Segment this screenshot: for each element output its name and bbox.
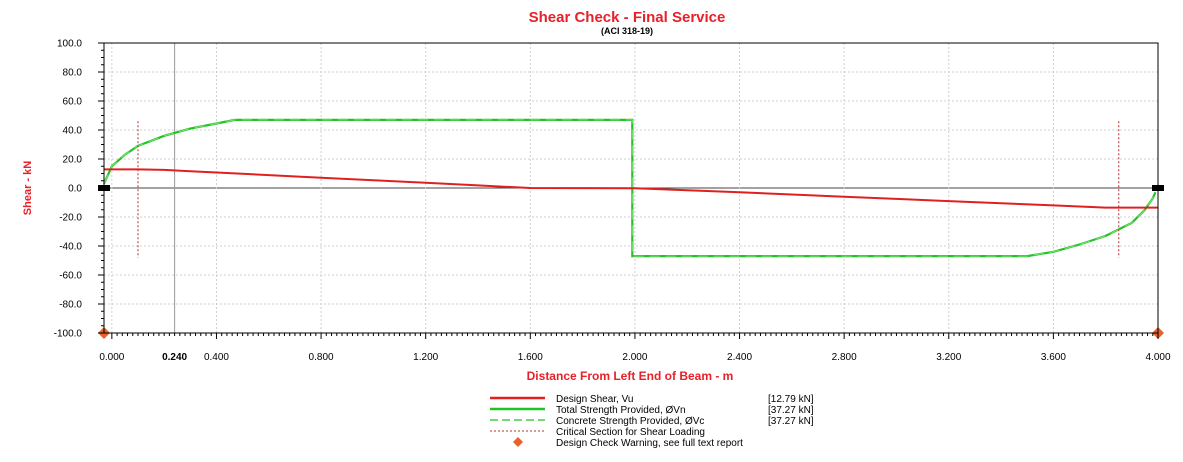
plot-area: 0.240 100.0 80.0 60.0 40.0 20.0 0.0 -20.0 -40.0… [54, 39, 1171, 364]
legend-label-concrete-strength: Concrete Strength Provided, ØVc [556, 416, 704, 427]
x-tick-label: 2.400 [727, 352, 752, 363]
axes: 100.0 80.0 60.0 40.0 20.0 0.0 -20.0 -40.0 -60.0 -… [54, 39, 1171, 364]
x-tick-label: 0.000 [99, 352, 124, 363]
x-axis-label: Distance From Left End of Beam - m [527, 369, 734, 383]
legend-value-concrete-strength: [37.27 kN] [768, 416, 814, 427]
x-tick-label: 1.600 [518, 352, 543, 363]
series-concrete-strength-line [103, 119, 1156, 257]
y-tick-label: -80.0 [59, 300, 82, 311]
series-group [98, 118, 1164, 339]
series-design-shear-line [104, 168, 1158, 209]
y-tick-label: 40.0 [63, 126, 83, 137]
legend-value-total-strength: [37.27 kN] [768, 405, 814, 416]
cursor-group: 0.240 [162, 43, 188, 363]
x-tick-label: 2.000 [622, 352, 647, 363]
y-tick-label: -20.0 [59, 213, 82, 224]
x-tick-label: 1.200 [413, 352, 438, 363]
y-tick-label: 0.0 [68, 184, 82, 195]
y-tick-label: 20.0 [63, 155, 83, 166]
legend: Design Shear, Vu [12.79 kN] Total Streng… [490, 394, 814, 449]
legend-label-design-check-warning: Design Check Warning, see full text repo… [556, 438, 743, 449]
legend-value-design-shear: [12.79 kN] [768, 394, 814, 405]
legend-label-design-shear: Design Shear, Vu [556, 394, 633, 405]
chart-subtitle: (ACI 318-19) [601, 26, 653, 36]
y-tick-label: -60.0 [59, 271, 82, 282]
y-axis-label: Shear - kN [22, 161, 34, 215]
y-tick-label: 60.0 [63, 97, 83, 108]
legend-label-total-strength: Total Strength Provided, ØVn [556, 405, 686, 416]
y-tick-label: 80.0 [63, 68, 83, 79]
x-tick-label: 3.200 [936, 352, 961, 363]
legend-label-critical-section: Critical Section for Shear Loading [556, 427, 705, 438]
y-tick-label: -40.0 [59, 242, 82, 253]
x-tick-label: 0.400 [204, 352, 229, 363]
y-tick-label: -100.0 [54, 329, 83, 340]
chart-title: Shear Check - Final Service [529, 9, 726, 26]
x-tick-label: 2.800 [832, 352, 857, 363]
y-tick-label: 100.0 [57, 39, 82, 50]
legend-warning-diamond-icon [513, 437, 523, 447]
cursor-value-label: 0.240 [162, 352, 187, 363]
x-tick-label: 3.600 [1041, 352, 1066, 363]
x-tick-label: 0.800 [309, 352, 334, 363]
x-tick-label: 4.000 [1145, 352, 1170, 363]
